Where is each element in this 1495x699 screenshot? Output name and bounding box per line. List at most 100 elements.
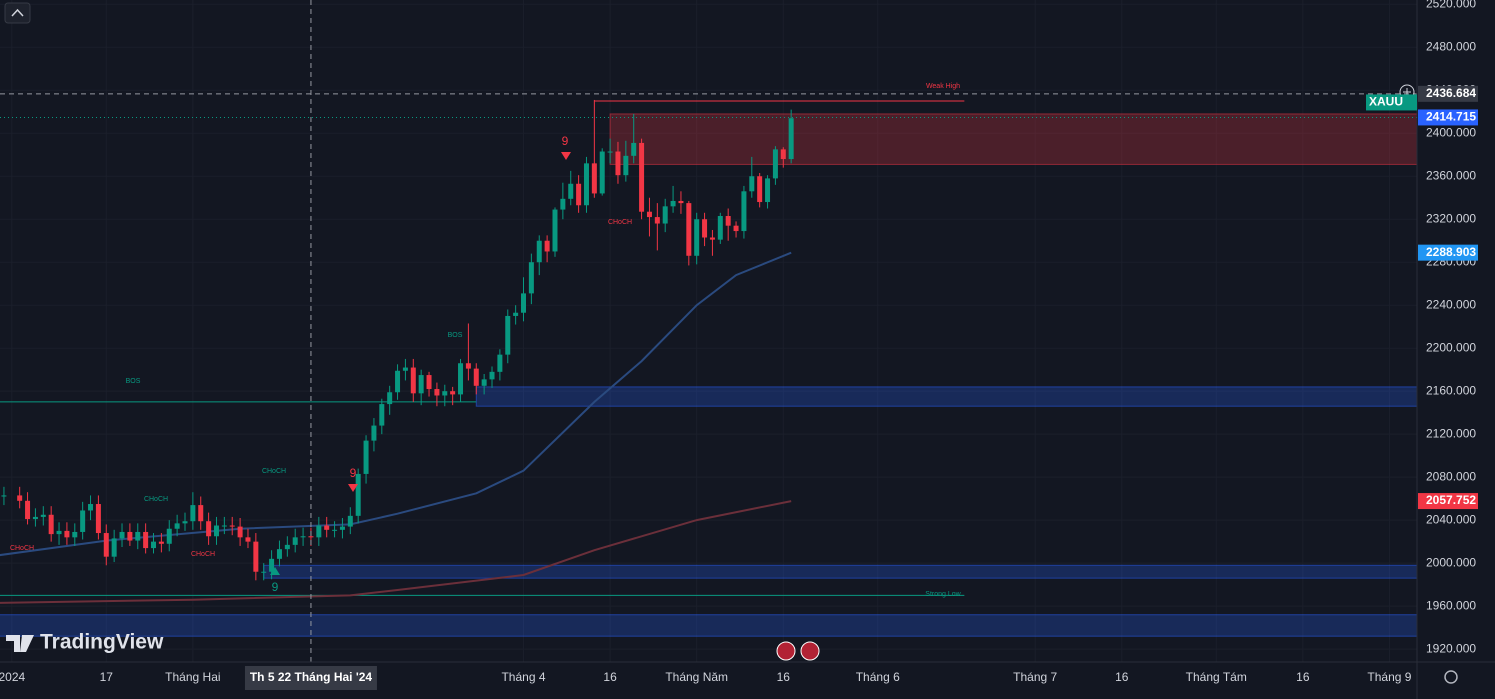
candle-body	[458, 363, 464, 395]
x-tick-label: Tháng 4	[501, 670, 545, 684]
y-tick-label: 1960.000	[1426, 598, 1476, 612]
candle-body	[276, 549, 282, 559]
candle-body	[694, 219, 700, 256]
candle-body	[536, 240, 542, 263]
candle-body	[253, 541, 259, 572]
annotation: Weak High	[926, 83, 960, 90]
candle-body	[198, 505, 204, 522]
crosshair-date-tag	[244, 666, 377, 690]
y-tick-label: 2040.000	[1426, 512, 1476, 526]
candle-body	[757, 176, 763, 203]
y-tick-label: 2480.000	[1426, 39, 1476, 53]
candle-body	[599, 151, 605, 194]
x-tick-label: 16	[777, 670, 791, 684]
candle-body	[221, 525, 227, 527]
annotation: CHoCH	[262, 468, 286, 475]
candle-body	[607, 151, 613, 153]
candle-body	[402, 367, 408, 371]
candle-body	[772, 149, 778, 179]
candle-body	[229, 525, 235, 527]
candle-body	[395, 370, 401, 393]
candle-body	[206, 521, 212, 537]
candle-body	[560, 198, 566, 210]
candle-body	[733, 225, 739, 232]
candle-body	[465, 363, 471, 369]
y-tick-label: 2520.000	[1426, 0, 1476, 10]
candle-body	[332, 529, 338, 531]
candle-body	[765, 178, 771, 203]
y-tick-label: 2200.000	[1426, 340, 1476, 354]
candle-body	[72, 531, 78, 538]
candle-body	[639, 142, 645, 212]
plot-area: BOS BOS CHoCH CHoCH CHoCH CHoCH CHoCH Weak High…	[0, 0, 1417, 662]
candle-body	[339, 526, 345, 530]
candle-body	[544, 240, 550, 252]
candle-body	[158, 541, 164, 544]
candle-body	[40, 514, 46, 517]
price-tag-label: 2288.903	[1426, 245, 1476, 259]
annotation: 9	[562, 134, 569, 148]
x-tick-label: Tháng 9	[1367, 670, 1411, 684]
candle-body	[166, 528, 172, 544]
candle-body	[324, 525, 330, 530]
annotation: BOS	[448, 332, 463, 339]
candle-body	[1, 495, 7, 497]
price-tag-label: 2414.715	[1426, 110, 1476, 124]
candle-body	[497, 354, 503, 372]
y-tick-label: 2120.000	[1426, 426, 1476, 440]
grid	[0, 0, 1417, 662]
candle-body	[709, 237, 715, 240]
candle-body	[678, 200, 684, 204]
logo-icon	[6, 635, 34, 652]
candle-body	[64, 530, 70, 538]
settings-icon[interactable]	[1444, 670, 1458, 684]
flag-icon[interactable]	[800, 641, 820, 661]
collapse-button[interactable]	[4, 2, 31, 24]
zone	[0, 614, 1417, 637]
candle-body	[481, 379, 487, 386]
candle-body	[442, 391, 448, 396]
symbol-tag	[1366, 94, 1417, 111]
zone	[263, 564, 1417, 579]
signal-marker	[348, 484, 358, 492]
x-tick-label: Tháng 6	[856, 670, 900, 684]
candle-body	[473, 368, 479, 386]
candle-body	[686, 203, 692, 256]
price-tag-label: 2057.752	[1426, 493, 1476, 507]
candle-body	[717, 216, 723, 240]
candle-body	[780, 149, 786, 160]
x-tick-label: Tháng 7	[1013, 670, 1057, 684]
y-tick-label: 2400.000	[1426, 125, 1476, 139]
candle-body	[654, 217, 660, 224]
candle-body	[513, 312, 519, 316]
candle-body	[48, 514, 54, 535]
annotation: 9	[350, 466, 357, 480]
candle-body	[103, 533, 109, 557]
annotation: CHoCH	[10, 545, 34, 552]
candle-body	[292, 537, 298, 545]
candle-body	[151, 541, 157, 549]
annotation: CHoCH	[144, 496, 168, 503]
candle-body	[213, 525, 219, 537]
candle-body	[576, 183, 582, 206]
x-tick-label: 2024	[0, 670, 25, 684]
annotation: CHoCH	[608, 219, 632, 226]
signal-marker	[270, 567, 280, 575]
candle-body	[528, 262, 534, 294]
candle-body	[88, 504, 94, 511]
axes: 1920.000 1960.000 2000.000 2040.000 2080.000…	[0, 0, 1476, 684]
candle-body	[631, 142, 637, 156]
x-tick-label: Tháng Năm	[665, 670, 728, 684]
zone	[475, 386, 1417, 407]
candle-body	[119, 531, 125, 539]
logo: TradingView	[40, 631, 164, 654]
candle-body	[237, 526, 243, 538]
annotation: Strong Low	[925, 591, 961, 598]
flag-icon[interactable]	[776, 641, 796, 661]
candle-body	[284, 544, 290, 550]
candle-body	[426, 375, 432, 390]
candle-body	[670, 200, 676, 207]
price-tag	[1418, 493, 1478, 510]
candle-body	[25, 500, 31, 520]
